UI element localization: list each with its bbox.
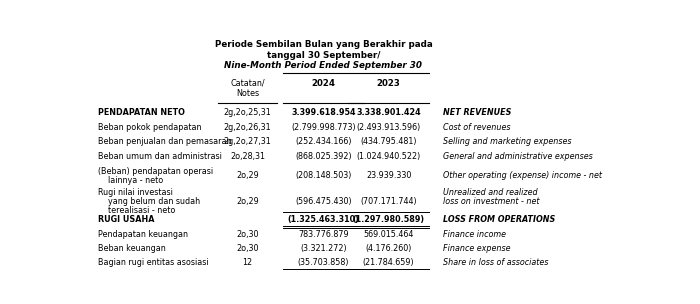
Text: Finance income: Finance income [443,230,506,239]
Text: 2023: 2023 [377,79,400,88]
Text: tanggal 30 September/: tanggal 30 September/ [267,50,380,60]
Text: (Beban) pendapatan operasi: (Beban) pendapatan operasi [98,167,214,176]
Text: Beban umum dan administrasi: Beban umum dan administrasi [98,152,222,161]
Text: Beban pokok pendapatan: Beban pokok pendapatan [98,123,202,132]
Text: (1.024.940.522): (1.024.940.522) [356,152,421,161]
Text: 3.399.618.954: 3.399.618.954 [291,108,356,117]
Text: 2o,28,31: 2o,28,31 [230,152,265,161]
Text: (21.784.659): (21.784.659) [363,258,414,267]
Text: yang belum dan sudah: yang belum dan sudah [98,197,200,206]
Text: 2o,30: 2o,30 [237,230,259,239]
Text: 2o,29: 2o,29 [236,197,259,206]
Text: Beban penjualan dan pemasaran: Beban penjualan dan pemasaran [98,137,232,146]
Text: (1.297.980.589): (1.297.980.589) [353,215,425,224]
Text: Share in loss of associates: Share in loss of associates [443,258,548,267]
Text: (2.799.998.773): (2.799.998.773) [291,123,356,132]
Text: Unrealized and realized: Unrealized and realized [443,188,538,197]
Text: (3.321.272): (3.321.272) [300,244,346,253]
Text: General and administrative expenses: General and administrative expenses [443,152,593,161]
Text: Cost of revenues: Cost of revenues [443,123,510,132]
Text: (434.795.481): (434.795.481) [360,137,416,146]
Text: Selling and marketing expenses: Selling and marketing expenses [443,137,571,146]
Text: 2024: 2024 [312,79,335,88]
Text: Bagian rugi entitas asosiasi: Bagian rugi entitas asosiasi [98,258,209,267]
Text: (868.025.392): (868.025.392) [295,152,352,161]
Text: LOSS FROM OPERATIONS: LOSS FROM OPERATIONS [443,215,555,224]
Text: loss on investment - net: loss on investment - net [443,197,539,206]
Text: 783.776.879: 783.776.879 [298,230,349,239]
Text: Other operating (expense) income - net: Other operating (expense) income - net [443,171,602,180]
Text: 3.338.901.424: 3.338.901.424 [356,108,421,117]
Text: PENDAPATAN NETO: PENDAPATAN NETO [98,108,186,117]
Text: 2g,2o,26,31: 2g,2o,26,31 [224,123,272,132]
Text: (4.176.260): (4.176.260) [365,244,412,253]
Text: 12: 12 [242,258,253,267]
Text: (35.703.858): (35.703.858) [298,258,349,267]
Text: Catatan/
Notes: Catatan/ Notes [230,79,265,98]
Text: Beban keuangan: Beban keuangan [98,244,166,253]
Text: Nine-Month Period Ended September 30: Nine-Month Period Ended September 30 [225,61,423,70]
Text: Finance expense: Finance expense [443,244,510,253]
Text: (1.325.463.310): (1.325.463.310) [288,215,359,224]
Text: NET REVENUES: NET REVENUES [443,108,511,117]
Text: 23.939.330: 23.939.330 [366,171,412,180]
Text: (707.171.744): (707.171.744) [360,197,417,206]
Text: (596.475.430): (596.475.430) [295,197,352,206]
Text: 2o,29: 2o,29 [236,171,259,180]
Text: Periode Sembilan Bulan yang Berakhir pada: Periode Sembilan Bulan yang Berakhir pad… [215,40,433,49]
Text: (252.434.166): (252.434.166) [295,137,351,146]
Text: RUGI USAHA: RUGI USAHA [98,215,155,224]
Text: 569.015.464: 569.015.464 [363,230,414,239]
Text: (208.148.503): (208.148.503) [295,171,351,180]
Text: Pendapatan keuangan: Pendapatan keuangan [98,230,188,239]
Text: Rugi nilai investasi: Rugi nilai investasi [98,188,173,197]
Text: 2o,30: 2o,30 [237,244,259,253]
Text: 2g,2o,25,31: 2g,2o,25,31 [224,108,272,117]
Text: (2.493.913.596): (2.493.913.596) [356,123,421,132]
Text: lainnya - neto: lainnya - neto [98,176,164,185]
Text: terealisasi - neto: terealisasi - neto [98,206,176,215]
Text: 2g,2o,27,31: 2g,2o,27,31 [224,137,272,146]
